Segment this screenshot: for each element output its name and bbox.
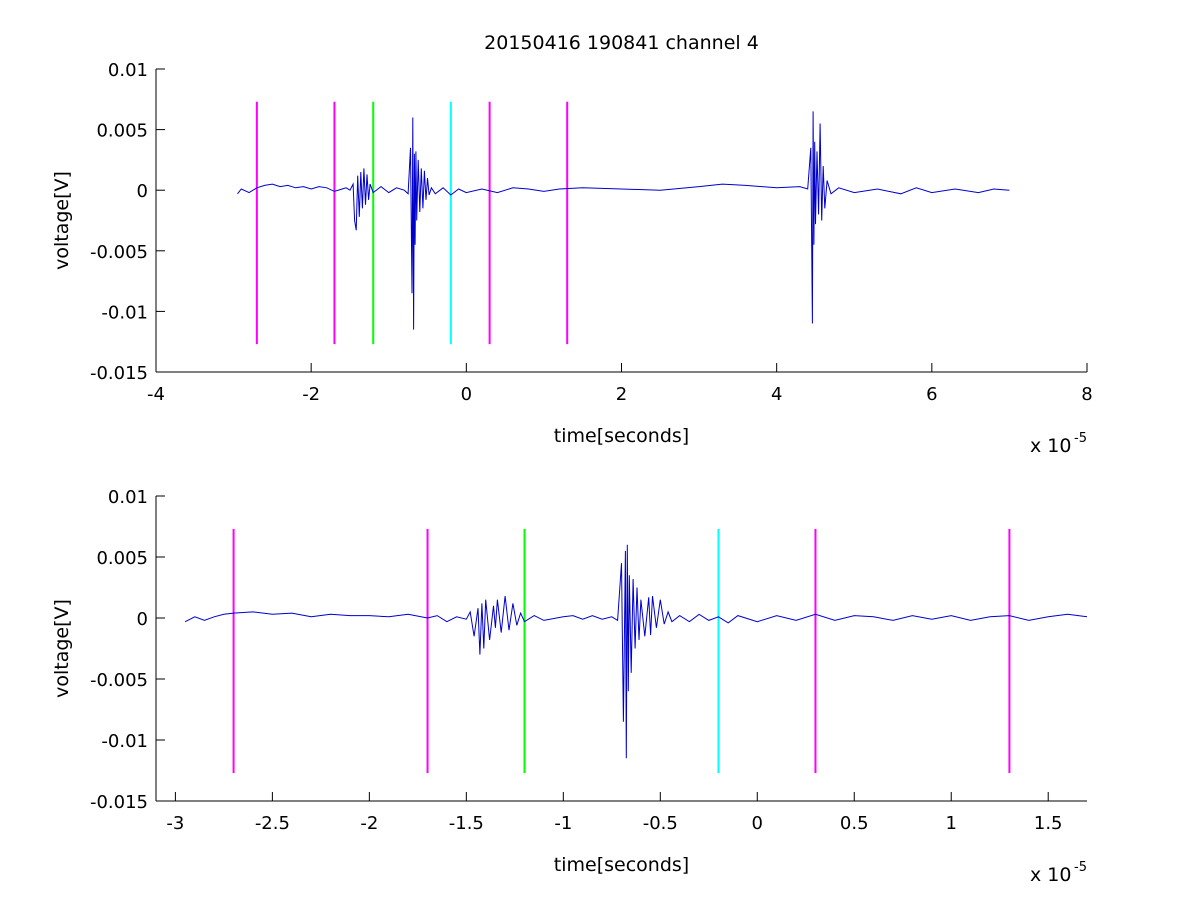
y-tick-label: 0.01 bbox=[108, 60, 148, 81]
y-axis-label: voltage[V] bbox=[51, 599, 73, 698]
y-tick-label: -0.005 bbox=[90, 242, 148, 263]
voltage-series-line bbox=[237, 111, 1010, 330]
x-tick-label: -1 bbox=[554, 813, 572, 834]
y-tick-label: -0.005 bbox=[90, 670, 148, 691]
x-multiplier-exponent: -5 bbox=[1074, 860, 1087, 875]
x-tick-label: -2 bbox=[302, 384, 320, 405]
x-tick-label: -2.5 bbox=[255, 813, 290, 834]
x-tick-label: 8 bbox=[1081, 384, 1092, 405]
x-tick-label: 0 bbox=[752, 813, 763, 834]
x-tick-label: 1.5 bbox=[1034, 813, 1063, 834]
x-multiplier: x 10 bbox=[1030, 864, 1071, 886]
x-tick-label: 0.5 bbox=[840, 813, 869, 834]
y-tick-label: -0.015 bbox=[90, 363, 148, 384]
x-multiplier: x 10 bbox=[1030, 435, 1071, 457]
y-tick-label: -0.01 bbox=[101, 731, 148, 752]
x-tick-label: 4 bbox=[771, 384, 782, 405]
y-tick-label: 0.01 bbox=[108, 487, 148, 508]
x-tick-label: 6 bbox=[926, 384, 937, 405]
y-axis-label: voltage[V] bbox=[51, 171, 73, 270]
x-multiplier-exponent: -5 bbox=[1074, 431, 1087, 446]
chart-1: -4 -2 0 2 4 6 8 -0.015 -0.01 -0.005 0 0.005 0.01 2015… bbox=[51, 32, 1093, 457]
chart-title: 20150416 190841 channel 4 bbox=[484, 32, 759, 54]
x-tick-label: 1 bbox=[946, 813, 957, 834]
y-tick-label: 0.005 bbox=[96, 121, 148, 142]
x-tick-label: -1.5 bbox=[449, 813, 484, 834]
y-tick-label: 0.005 bbox=[96, 548, 148, 569]
x-tick-label: 0 bbox=[461, 384, 472, 405]
x-tick-label: -3 bbox=[166, 813, 184, 834]
x-tick-label: -2 bbox=[360, 813, 378, 834]
x-tick-label: -0.5 bbox=[643, 813, 678, 834]
y-tick-label: 0 bbox=[137, 609, 148, 630]
y-tick-label: -0.01 bbox=[101, 302, 148, 323]
y-tick-label: -0.015 bbox=[90, 792, 148, 813]
x-tick-label: 2 bbox=[616, 384, 627, 405]
x-axis-label: time[seconds] bbox=[554, 425, 689, 447]
voltage-series-line bbox=[184, 544, 1088, 759]
x-tick-label: -4 bbox=[147, 384, 165, 405]
chart-2: -3 -2.5 -2 -1.5 -1 -0.5 0 0.5 1 1.5 -0.015 -0.01 -0.… bbox=[51, 487, 1088, 886]
x-axis-label: time[seconds] bbox=[554, 854, 689, 876]
y-tick-label: 0 bbox=[137, 181, 148, 202]
